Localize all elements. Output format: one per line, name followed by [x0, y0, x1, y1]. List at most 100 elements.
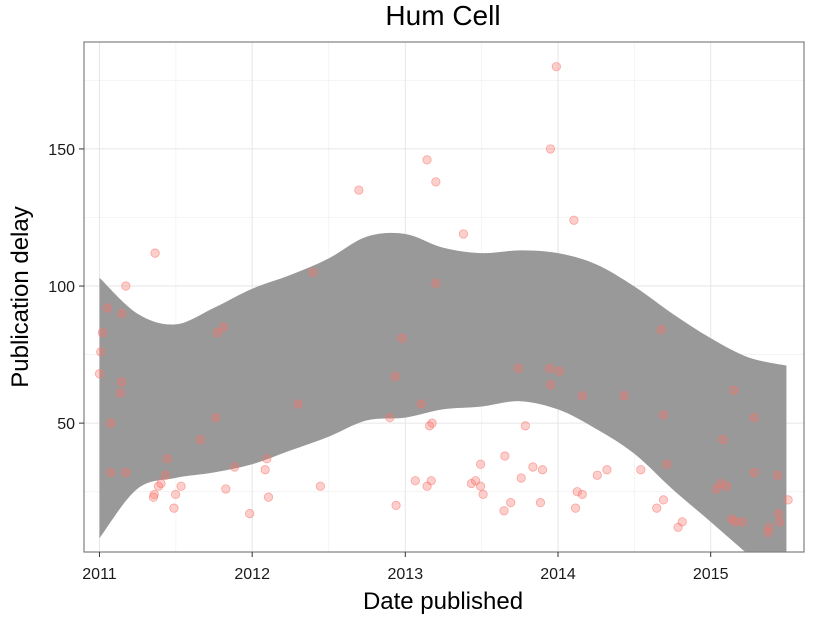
data-point-68 — [569, 215, 579, 225]
data-point-89 — [729, 385, 739, 395]
y-axis-title: Publication delay — [7, 206, 34, 387]
data-point-57 — [513, 363, 523, 373]
data-point-45 — [427, 418, 437, 428]
data-point-2 — [97, 328, 108, 338]
plot-border — [83, 41, 805, 553]
data-point-3 — [102, 303, 113, 313]
data-point-96 — [773, 470, 783, 480]
data-point-37 — [391, 500, 401, 510]
data-point-92 — [749, 467, 759, 478]
data-point-42 — [422, 155, 432, 165]
data-point-28 — [260, 465, 270, 475]
data-point-77 — [652, 503, 662, 513]
data-point-60 — [528, 462, 538, 472]
data-point-30 — [263, 492, 274, 502]
data-point-66 — [551, 62, 561, 72]
data-point-5 — [106, 467, 116, 478]
data-point-67 — [554, 366, 564, 376]
data-point-52 — [476, 481, 486, 491]
confidence-band-layer — [99, 232, 787, 552]
data-point-25 — [221, 484, 231, 494]
y-tick-label-2: 150 — [48, 142, 75, 159]
data-point-39 — [410, 476, 420, 486]
data-point-33 — [315, 481, 325, 491]
data-point-69 — [570, 503, 581, 513]
data-point-0 — [94, 369, 105, 379]
data-point-23 — [212, 328, 223, 338]
data-point-10 — [121, 467, 131, 478]
y-tick-label-1: 100 — [48, 279, 75, 296]
data-point-73 — [592, 470, 602, 480]
data-point-55 — [500, 451, 510, 461]
data-point-70 — [572, 487, 582, 497]
data-point-98 — [775, 517, 785, 527]
data-point-4 — [106, 418, 116, 428]
data-point-54 — [499, 506, 509, 516]
data-point-72 — [577, 489, 587, 500]
data-point-93 — [749, 413, 759, 423]
x-tick-label-3: 2014 — [540, 566, 576, 583]
data-point-34 — [354, 185, 364, 195]
data-point-20 — [176, 481, 186, 491]
data-point-36 — [390, 371, 400, 382]
data-point-56 — [506, 498, 516, 508]
data-point-79 — [658, 495, 669, 505]
data-point-22 — [211, 413, 221, 423]
data-point-35 — [385, 413, 395, 423]
data-point-14 — [153, 481, 164, 491]
data-point-47 — [431, 177, 441, 187]
data-point-9 — [121, 281, 131, 291]
confidence-band — [99, 232, 787, 552]
data-point-43 — [424, 421, 435, 431]
data-point-59 — [520, 421, 530, 431]
data-point-91 — [737, 517, 748, 527]
data-point-86 — [718, 434, 728, 445]
data-point-29 — [262, 454, 272, 464]
chart-title: Hum Cell — [385, 0, 500, 31]
data-point-21 — [195, 434, 205, 445]
data-point-26 — [230, 462, 240, 472]
data-point-87 — [722, 481, 732, 491]
data-point-18 — [169, 503, 179, 513]
axis-ticks: 2011 2012 2013 2014 2015 50 100 150 — [48, 142, 728, 583]
data-point-76 — [636, 465, 646, 475]
data-point-40 — [416, 399, 426, 409]
data-point-46 — [431, 278, 441, 288]
data-point-90 — [730, 517, 740, 527]
x-tick-label-1: 2012 — [234, 566, 270, 583]
x-tick-label-0: 2011 — [82, 566, 117, 583]
y-tick-label-0: 50 — [57, 416, 75, 433]
x-tick-label-2: 2013 — [388, 566, 424, 583]
data-point-31 — [293, 399, 303, 409]
data-point-24 — [218, 322, 228, 332]
data-point-17 — [162, 454, 172, 464]
data-point-80 — [658, 410, 669, 420]
data-point-38 — [397, 333, 407, 343]
data-point-95 — [764, 522, 774, 532]
data-point-1 — [96, 347, 106, 357]
data-point-12 — [149, 489, 159, 500]
data-point-78 — [656, 325, 666, 335]
x-axis-title: Date published — [363, 588, 523, 615]
data-point-63 — [545, 363, 555, 373]
data-point-71 — [577, 391, 587, 401]
data-point-99 — [783, 495, 793, 505]
data-point-85 — [716, 478, 726, 489]
data-point-65 — [545, 144, 556, 154]
data-point-16 — [160, 470, 171, 480]
data-point-32 — [308, 267, 318, 277]
data-point-27 — [245, 509, 255, 519]
data-point-6 — [115, 388, 125, 398]
data-points — [94, 62, 793, 538]
data-point-13 — [150, 248, 160, 258]
data-point-75 — [619, 391, 629, 401]
data-point-58 — [516, 473, 526, 483]
data-point-7 — [117, 377, 127, 387]
data-point-83 — [677, 517, 687, 527]
data-point-51 — [476, 459, 486, 469]
data-point-97 — [773, 509, 784, 519]
data-point-74 — [602, 465, 612, 475]
data-point-44 — [426, 476, 436, 486]
data-point-53 — [478, 489, 488, 500]
